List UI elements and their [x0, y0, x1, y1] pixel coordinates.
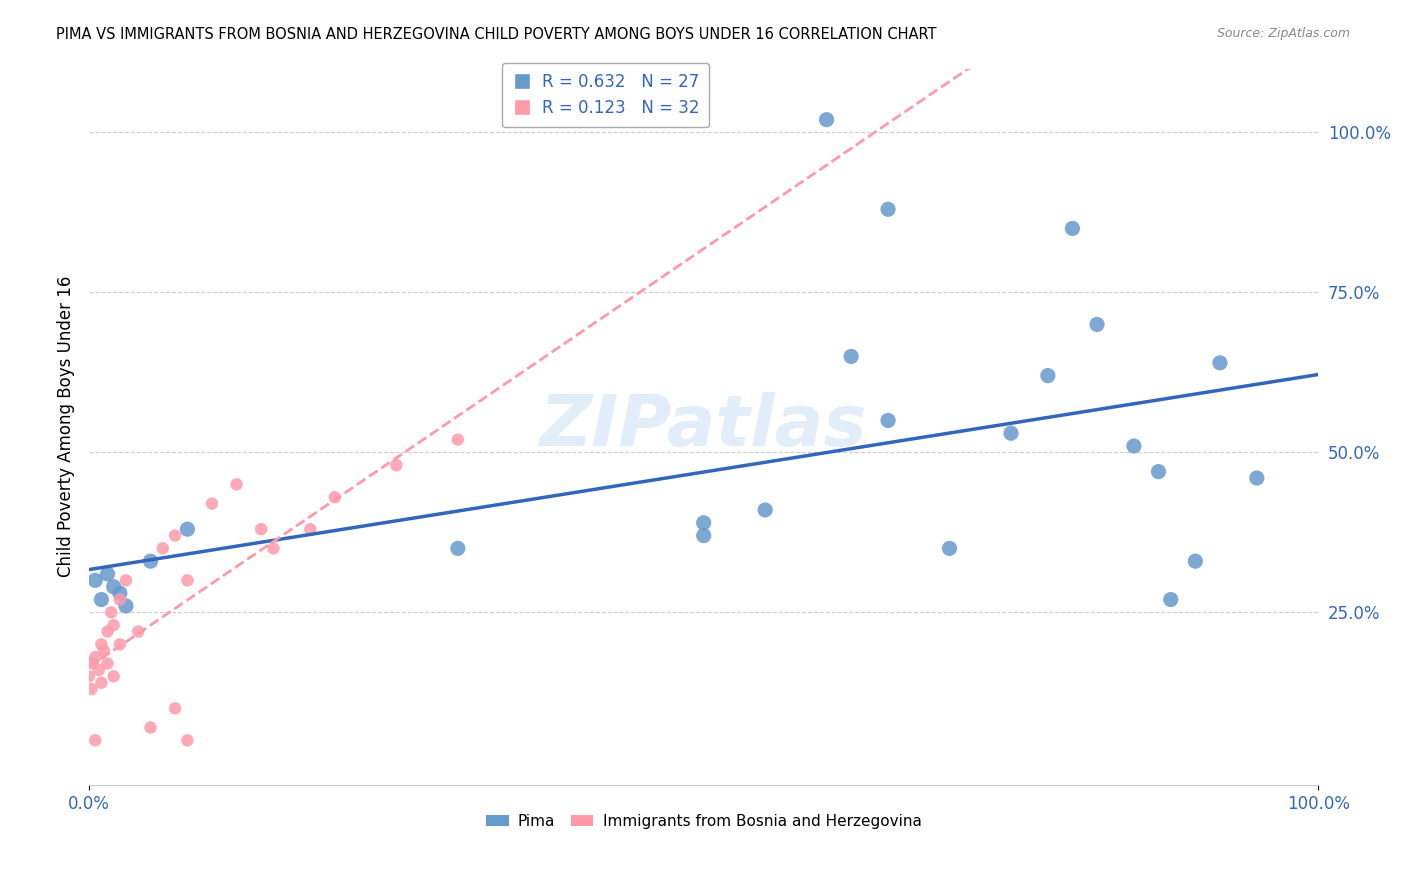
Point: [1062, 221, 1084, 235]
Point: [1036, 368, 1059, 383]
Text: ZIPatlas: ZIPatlas: [540, 392, 868, 461]
Point: [103, 618, 125, 632]
Point: [127, 624, 149, 639]
Point: [90, 592, 112, 607]
Point: [225, 477, 247, 491]
Point: [1160, 592, 1182, 607]
Text: Source: ZipAtlas.com: Source: ZipAtlas.com: [1216, 27, 1350, 40]
Point: [250, 522, 273, 536]
Point: [877, 202, 900, 217]
Point: [84, 650, 107, 665]
Point: [1147, 465, 1170, 479]
Point: [323, 490, 346, 504]
Point: [1184, 554, 1206, 568]
Point: [754, 503, 776, 517]
Point: [1246, 471, 1268, 485]
Point: [96, 624, 118, 639]
Point: [108, 637, 131, 651]
Point: [100, 605, 122, 619]
Point: [262, 541, 284, 556]
Point: [115, 599, 138, 613]
Point: [1209, 356, 1232, 370]
Point: [90, 675, 112, 690]
Point: [103, 669, 125, 683]
Point: [176, 574, 198, 588]
Point: [84, 574, 107, 588]
Text: PIMA VS IMMIGRANTS FROM BOSNIA AND HERZEGOVINA CHILD POVERTY AMONG BOYS UNDER 16: PIMA VS IMMIGRANTS FROM BOSNIA AND HERZE…: [56, 27, 936, 42]
Point: [385, 458, 408, 473]
Point: [87, 663, 110, 677]
Point: [80, 682, 103, 697]
Point: [165, 701, 187, 715]
Point: [96, 566, 118, 581]
Point: [139, 554, 162, 568]
Point: [84, 733, 107, 747]
Point: [139, 721, 162, 735]
Point: [152, 541, 174, 556]
Point: [115, 574, 138, 588]
Point: [839, 350, 862, 364]
Point: [176, 522, 198, 536]
Point: [692, 516, 714, 530]
Point: [447, 541, 470, 556]
Point: [877, 413, 900, 427]
Point: [77, 669, 100, 683]
Point: [938, 541, 960, 556]
Point: [165, 528, 187, 542]
Point: [103, 580, 125, 594]
Point: [201, 497, 224, 511]
Point: [93, 644, 115, 658]
Point: [1122, 439, 1144, 453]
Y-axis label: Child Poverty Among Boys Under 16: Child Poverty Among Boys Under 16: [58, 277, 75, 577]
Point: [447, 433, 470, 447]
Point: [1085, 318, 1108, 332]
Point: [108, 592, 131, 607]
Point: [692, 528, 714, 542]
Point: [1000, 426, 1022, 441]
Point: [96, 657, 118, 671]
Point: [90, 637, 112, 651]
Point: [299, 522, 322, 536]
Point: [108, 586, 131, 600]
Point: [815, 112, 838, 127]
Point: [176, 733, 198, 747]
Legend: Pima, Immigrants from Bosnia and Herzegovina: Pima, Immigrants from Bosnia and Herzego…: [479, 807, 928, 835]
Point: [82, 657, 104, 671]
